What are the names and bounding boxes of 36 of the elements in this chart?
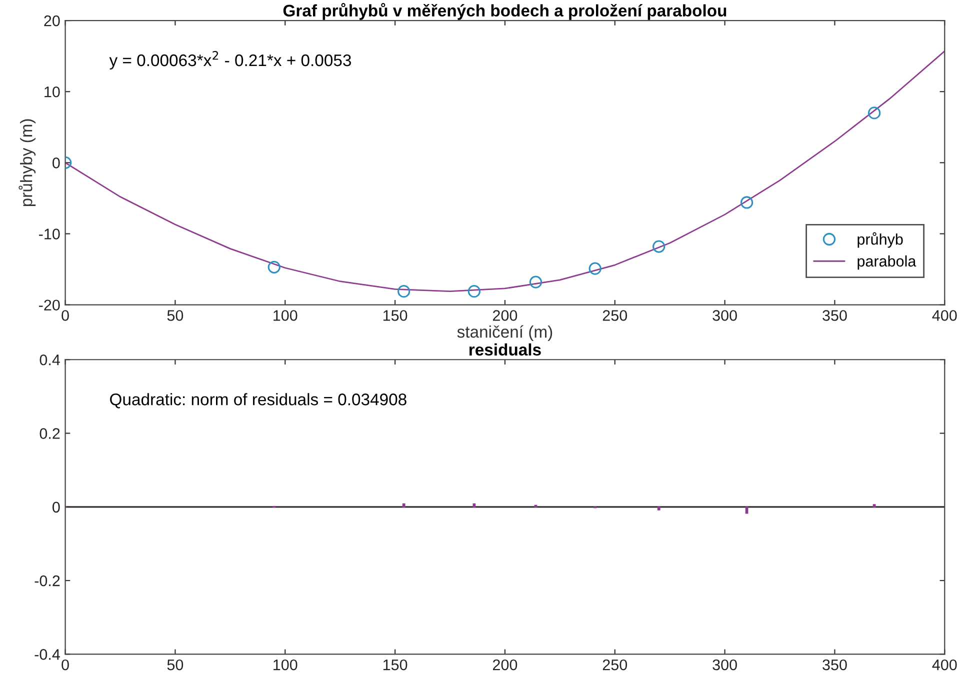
y-tick-label: 10	[44, 86, 60, 98]
y-tick-label: 20	[44, 15, 60, 26]
x-tick-label: 250	[602, 310, 628, 321]
chart-title: Graf průhybů v měřených bodech a proložení parabolou	[283, 3, 726, 20]
x-tick-label: 150	[383, 659, 408, 670]
x-tick-label: 100	[274, 310, 298, 321]
x-tick-label: 100	[274, 659, 298, 670]
x-tick-label: 400	[932, 310, 957, 321]
x-tick-label: 50	[167, 659, 184, 670]
x-tick-label: 200	[492, 659, 518, 670]
x-axis-title: staničení (m)	[457, 325, 552, 342]
x-tick-label: 350	[822, 659, 847, 670]
x-tick-label: 250	[602, 659, 628, 670]
x-tick-label: 400	[932, 659, 957, 670]
x-tick-label: 350	[822, 310, 847, 321]
x-tick-label: 0	[62, 310, 69, 321]
y-tick-label: -10	[39, 228, 60, 240]
annotation: Quadratic: norm of residuals = 0.034908	[110, 393, 406, 408]
y-tick-label: 0	[52, 158, 60, 168]
y-tick-label: -0.4	[34, 649, 60, 660]
y-tick-label: -20	[39, 300, 60, 311]
y-tick-label: 0.4	[40, 354, 60, 366]
x-tick-label: 150	[383, 310, 408, 321]
x-tick-label: 0	[62, 659, 69, 670]
legend-label: průhyb	[858, 232, 903, 248]
y-tick-label: -0.2	[34, 575, 60, 586]
legend-label: parabola	[858, 255, 916, 270]
annotation: y = 0.00063*x$^{2}$ - 0.21*x + 0.0053	[109, 51, 351, 70]
chart-title: residuals	[469, 343, 541, 356]
x-tick-label: 200	[492, 310, 518, 321]
y-tick-label: 0.2	[40, 428, 60, 439]
x-tick-label: 300	[712, 659, 737, 670]
x-tick-label: 50	[167, 310, 184, 321]
y-tick-label: 0	[52, 502, 60, 513]
x-tick-label: 300	[712, 310, 737, 321]
y-axis-title: průhyby (m)	[18, 119, 36, 206]
